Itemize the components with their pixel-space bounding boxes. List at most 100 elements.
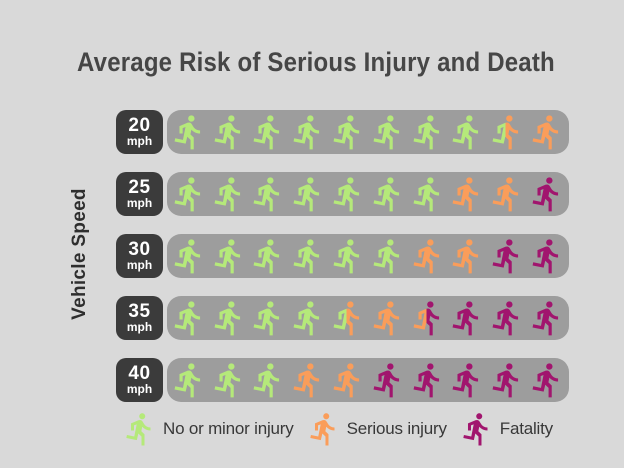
pedestrian-icon bbox=[373, 301, 399, 336]
pictogram-slot bbox=[328, 234, 368, 278]
pedestrian-icon bbox=[254, 363, 280, 398]
pictogram-slot bbox=[169, 234, 209, 278]
pedestrian-icon bbox=[214, 301, 240, 336]
pedestrian-icon bbox=[333, 301, 360, 336]
pictogram-slot bbox=[209, 172, 249, 216]
pedestrian-icon bbox=[293, 301, 320, 336]
chart-title: Average Risk of Serious Injury and Death bbox=[77, 48, 555, 78]
pedestrian-icon bbox=[254, 115, 280, 150]
pedestrian-icon bbox=[373, 177, 399, 212]
pedestrian-icon bbox=[492, 363, 519, 398]
pictogram-slot bbox=[448, 358, 488, 402]
pedestrian-icon bbox=[293, 115, 320, 150]
pictogram-slot bbox=[408, 358, 448, 402]
pictogram-slot bbox=[368, 296, 408, 340]
pictogram-slot bbox=[288, 172, 328, 216]
speed-unit: mph bbox=[126, 134, 153, 148]
pedestrian-icon bbox=[126, 413, 151, 446]
pictogram-slot bbox=[487, 358, 527, 402]
speed-row-20-mph: 20 mph bbox=[116, 110, 569, 154]
pictogram-slot bbox=[328, 172, 368, 216]
y-axis-label: Vehicle Speed bbox=[69, 188, 90, 320]
pictogram-slot bbox=[487, 110, 527, 154]
pedestrian-icon bbox=[413, 301, 439, 336]
pictogram-slot bbox=[249, 172, 289, 216]
pictogram-slot bbox=[527, 234, 567, 278]
speed-unit: mph bbox=[126, 258, 153, 272]
speed-row-30-mph: 30 mph bbox=[116, 234, 569, 278]
pictogram-slot bbox=[169, 358, 209, 402]
pedestrian-icon bbox=[174, 301, 200, 336]
pictogram-slot bbox=[368, 358, 408, 402]
legend-item-serious: Serious injury bbox=[306, 406, 447, 452]
speed-row-25-mph: 25 mph bbox=[116, 172, 569, 216]
legend: No or minor injury Serious injury Fatality bbox=[122, 406, 565, 452]
pictogram-slot bbox=[249, 296, 289, 340]
legend-label: Serious injury bbox=[346, 419, 447, 438]
pictogram-slot bbox=[328, 296, 368, 340]
pedestrian-icon bbox=[373, 115, 399, 150]
pedestrian-icon bbox=[373, 363, 399, 398]
risk-bar bbox=[167, 296, 569, 340]
pictogram-slot bbox=[288, 296, 328, 340]
pedestrian-icon bbox=[492, 301, 519, 336]
risk-bar bbox=[167, 234, 569, 278]
pedestrian-icon bbox=[492, 115, 519, 150]
speed-label-box: 20 mph bbox=[116, 110, 163, 154]
pictogram-slot bbox=[487, 172, 527, 216]
pedestrian-icon bbox=[214, 115, 240, 150]
pictogram-slot bbox=[249, 234, 289, 278]
pedestrian-icon bbox=[413, 177, 439, 212]
pedestrian-icon bbox=[293, 363, 320, 398]
pictogram-slot bbox=[368, 234, 408, 278]
pictogram-slot bbox=[448, 172, 488, 216]
pedestrian-icon bbox=[174, 115, 200, 150]
pedestrian-icon bbox=[373, 239, 399, 274]
pedestrian-icon bbox=[532, 363, 559, 398]
pictogram-slot bbox=[209, 296, 249, 340]
risk-bar bbox=[167, 172, 569, 216]
pictogram-slot bbox=[448, 234, 488, 278]
pictogram-slot bbox=[328, 110, 368, 154]
pictogram-slot bbox=[209, 234, 249, 278]
pedestrian-icon bbox=[413, 363, 439, 398]
pictograph-rows: 20 mph 25 mph 30 mph 35 mph 40 mph bbox=[116, 110, 569, 420]
pictogram-slot bbox=[408, 296, 448, 340]
pictogram-slot bbox=[169, 110, 209, 154]
legend-item-minor: No or minor injury bbox=[122, 406, 294, 452]
speed-label-box: 35 mph bbox=[116, 296, 163, 340]
pedestrian-icon bbox=[453, 115, 479, 150]
pictogram-slot bbox=[328, 358, 368, 402]
pictogram-slot bbox=[487, 234, 527, 278]
pedestrian-icon bbox=[463, 413, 488, 446]
pedestrian-icon bbox=[254, 177, 280, 212]
pedestrian-icon bbox=[532, 301, 559, 336]
pedestrian-icon bbox=[453, 363, 479, 398]
pedestrian-icon bbox=[453, 177, 479, 212]
pedestrian-icon bbox=[214, 363, 240, 398]
speed-row-35-mph: 35 mph bbox=[116, 296, 569, 340]
pedestrian-icon bbox=[413, 239, 439, 274]
pedestrian-icon bbox=[492, 177, 519, 212]
pictogram-slot bbox=[527, 358, 567, 402]
risk-bar bbox=[167, 358, 569, 402]
speed-label-box: 40 mph bbox=[116, 358, 163, 402]
speed-value: 20 bbox=[128, 115, 151, 136]
speed-unit: mph bbox=[126, 196, 153, 210]
pedestrian-icon bbox=[254, 239, 280, 274]
risk-bar bbox=[167, 110, 569, 154]
pedestrian-icon bbox=[532, 239, 559, 274]
pedestrian-icon bbox=[333, 363, 360, 398]
legend-item-fatality: Fatality bbox=[459, 406, 553, 452]
pictogram-slot bbox=[487, 296, 527, 340]
pictogram-slot bbox=[448, 110, 488, 154]
pedestrian-icon bbox=[413, 115, 439, 150]
speed-unit: mph bbox=[126, 382, 153, 396]
pedestrian-icon bbox=[293, 239, 320, 274]
pictogram-slot bbox=[527, 172, 567, 216]
pictogram-slot bbox=[209, 358, 249, 402]
pedestrian-icon bbox=[333, 239, 360, 274]
pedestrian-icon bbox=[293, 177, 320, 212]
legend-label: No or minor injury bbox=[163, 419, 294, 438]
